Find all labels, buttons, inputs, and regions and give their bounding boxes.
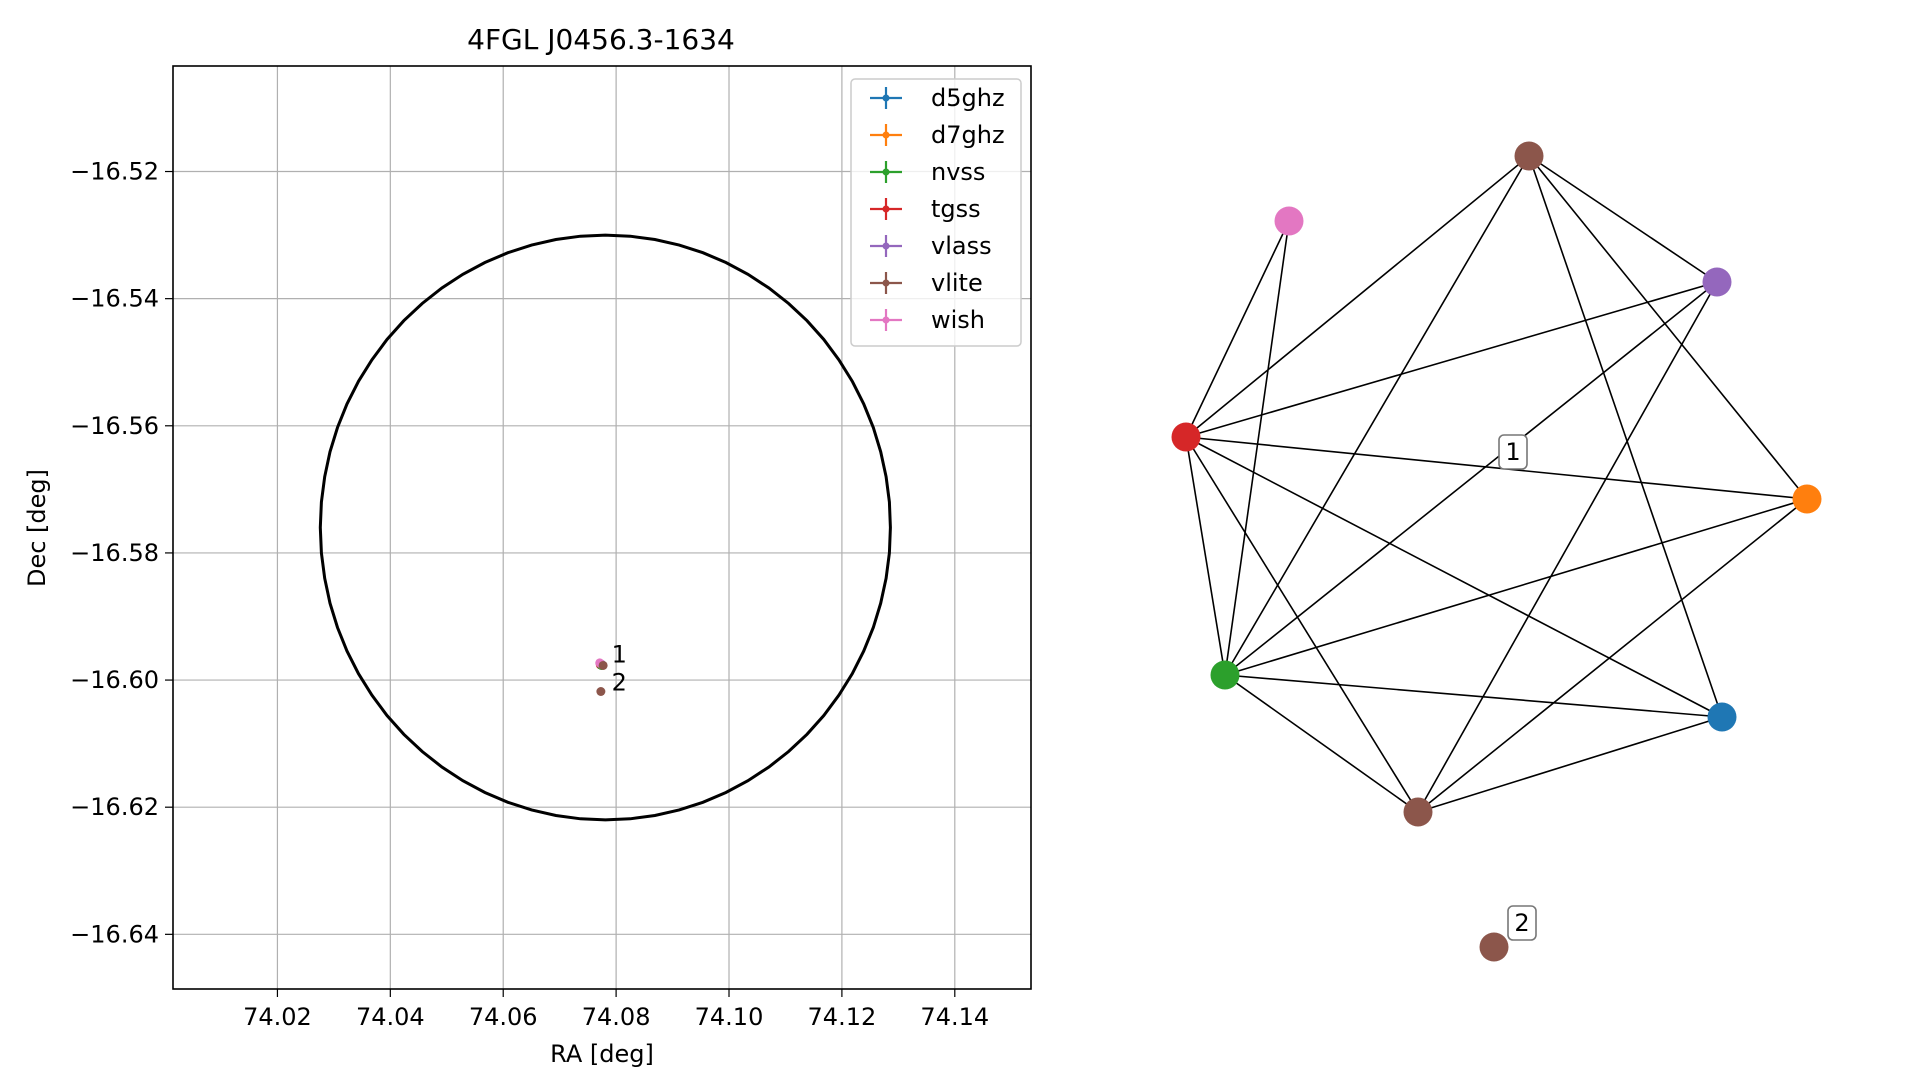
legend-marker-dot bbox=[882, 242, 890, 250]
graph-node-tgss bbox=[1171, 422, 1201, 452]
graph-node-vlite bbox=[1403, 797, 1433, 827]
graph-node-vlite bbox=[1514, 141, 1544, 171]
graph-edge bbox=[1224, 674, 1419, 813]
graph-edge bbox=[1224, 155, 1530, 676]
graph-edge bbox=[1417, 281, 1718, 813]
group-label-box bbox=[1507, 905, 1537, 941]
graph-edge bbox=[1185, 155, 1530, 438]
grid bbox=[173, 66, 1031, 989]
legend-label: d5ghz bbox=[931, 84, 1005, 112]
group-label-text: 1 bbox=[1505, 438, 1520, 466]
graph-edge bbox=[1528, 155, 1723, 718]
y-tick-label: −16.52 bbox=[70, 158, 159, 186]
legend-entries: d5ghz d7ghz nvss tgss vlass vlite wish bbox=[870, 84, 1005, 334]
legend: d5ghz d7ghz nvss tgss vlass vlite wish bbox=[850, 78, 1022, 347]
graph-edge bbox=[1528, 155, 1808, 500]
group-label: 1 bbox=[1498, 434, 1528, 470]
point-annotation: 2 bbox=[612, 669, 627, 697]
sky-plot-panel: 4FGL J0456.3-1634 12 74.02 74.04 74.06 74.0… bbox=[23, 23, 1032, 1068]
graph-node-vlite bbox=[1479, 932, 1509, 962]
x-axis-ticks: 74.02 74.04 74.06 74.08 74.10 74.12 74.14 bbox=[243, 989, 989, 1031]
group-label-box bbox=[1498, 434, 1528, 470]
graph-edge bbox=[1185, 436, 1723, 718]
x-tick-label: 74.06 bbox=[469, 1003, 538, 1031]
legend-marker-dot bbox=[882, 94, 890, 102]
graph-edge bbox=[1224, 674, 1723, 718]
data-point-vlite bbox=[598, 660, 608, 670]
uncertainty-ellipse-layer bbox=[318, 233, 892, 822]
y-axis-label: Dec [deg] bbox=[23, 469, 51, 587]
point-annotation: 1 bbox=[612, 641, 627, 669]
legend-marker-dot bbox=[882, 279, 890, 287]
y-tick-label: −16.58 bbox=[70, 539, 159, 567]
y-tick-label: −16.62 bbox=[70, 793, 159, 821]
legend-box bbox=[850, 78, 1022, 347]
x-tick-label: 74.02 bbox=[243, 1003, 312, 1031]
graph-edge bbox=[1528, 155, 1718, 283]
legend-label: vlass bbox=[931, 232, 992, 260]
y-tick-label: −16.56 bbox=[70, 412, 159, 440]
graph-node-nvss bbox=[1210, 660, 1240, 690]
legend-label: tgss bbox=[931, 195, 981, 223]
x-axis-label: RA [deg] bbox=[550, 1040, 654, 1068]
graph-node-vlass bbox=[1702, 267, 1732, 297]
graph-edge bbox=[1185, 220, 1290, 438]
x-tick-label: 74.04 bbox=[356, 1003, 425, 1031]
graph-edge bbox=[1185, 281, 1718, 438]
graph-node-d7ghz bbox=[1792, 484, 1822, 514]
network-graph-panel: 12 bbox=[1171, 141, 1822, 962]
y-tick-label: −16.60 bbox=[70, 666, 159, 694]
uncertainty-ellipse bbox=[318, 233, 892, 822]
graph-node-d5ghz bbox=[1707, 702, 1737, 732]
x-tick-label: 74.08 bbox=[582, 1003, 651, 1031]
graph-edge bbox=[1224, 498, 1808, 676]
graph-edge bbox=[1224, 220, 1290, 676]
legend-marker-dot bbox=[882, 205, 890, 213]
group-label-text: 2 bbox=[1514, 909, 1529, 937]
group-label: 2 bbox=[1507, 905, 1537, 941]
legend-marker-dot bbox=[882, 131, 890, 139]
group-labels: 12 bbox=[1498, 434, 1537, 941]
legend-label: d7ghz bbox=[931, 121, 1005, 149]
data-point-vlite bbox=[596, 687, 606, 697]
data-points bbox=[595, 658, 608, 697]
graph-node-wish bbox=[1274, 206, 1304, 236]
graph-nodes bbox=[1171, 141, 1822, 962]
plot-frame bbox=[172, 65, 1032, 990]
legend-marker-dot bbox=[882, 168, 890, 176]
chart-title: 4FGL J0456.3-1634 bbox=[467, 23, 735, 56]
legend-label: nvss bbox=[931, 158, 985, 186]
y-tick-label: −16.64 bbox=[70, 920, 159, 948]
legend-marker-dot bbox=[882, 316, 890, 324]
x-tick-label: 74.10 bbox=[695, 1003, 764, 1031]
y-axis-ticks: −16.52 −16.54 −16.56 −16.58 −16.60 −16.62 −16.… bbox=[70, 158, 173, 948]
legend-label: vlite bbox=[931, 269, 983, 297]
x-tick-label: 74.12 bbox=[808, 1003, 877, 1031]
graph-edge bbox=[1185, 436, 1419, 813]
graph-edge bbox=[1417, 716, 1723, 813]
annotations: 12 bbox=[612, 641, 627, 697]
y-tick-label: −16.54 bbox=[70, 285, 159, 313]
graph-edge bbox=[1185, 436, 1808, 500]
graph-edges bbox=[1185, 155, 1808, 813]
legend-label: wish bbox=[931, 306, 985, 334]
graph-edge bbox=[1185, 436, 1226, 676]
graph-edge bbox=[1224, 281, 1718, 676]
x-tick-label: 74.14 bbox=[920, 1003, 989, 1031]
graph-edge bbox=[1417, 498, 1808, 813]
